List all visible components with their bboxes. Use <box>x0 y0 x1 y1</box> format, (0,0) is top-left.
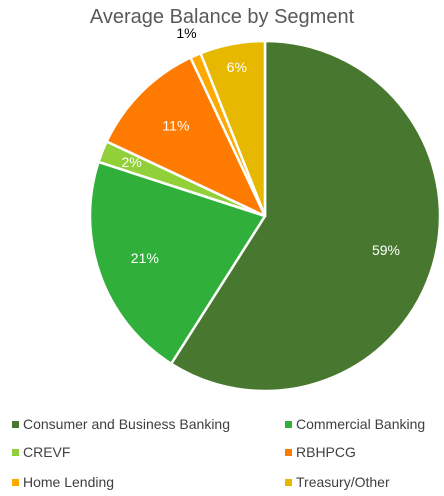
legend-swatch <box>12 448 19 456</box>
pie-chart: 59% 21% 2% 11% 1% 6% <box>88 25 442 393</box>
pie-data-label: 1% <box>176 25 196 41</box>
pie-slice <box>169 39 442 393</box>
chart-legend: Consumer and Business Banking Commercial… <box>0 412 444 496</box>
legend-swatch <box>12 420 19 428</box>
pie-slice <box>199 39 267 218</box>
legend-label: Commercial Banking <box>296 416 426 432</box>
legend-label: RBHPCG <box>296 444 356 460</box>
legend-item-rbhpcg: RBHPCG <box>285 444 356 460</box>
legend-item-commercial-banking: Commercial Banking <box>285 416 425 432</box>
pie-data-label: 11% <box>162 118 189 134</box>
pie-data-labels: 59% 21% 2% 11% 1% 6% <box>121 25 400 266</box>
legend-item-consumer-business-banking: Consumer and Business Banking <box>12 416 230 432</box>
legend-item-home-lending: Home Lending <box>12 474 114 490</box>
legend-swatch <box>285 478 292 486</box>
pie-slice <box>88 160 267 366</box>
legend-label: Treasury/Other <box>296 474 390 490</box>
legend-swatch <box>12 478 19 486</box>
legend-label: CREVF <box>23 444 71 460</box>
pie-data-label: 21% <box>131 250 159 266</box>
legend-swatch <box>285 448 292 456</box>
pie-data-label: 6% <box>227 59 247 75</box>
legend-swatch <box>285 420 292 428</box>
pie-data-label: 2% <box>121 154 141 170</box>
chart-title: Average Balance by Segment <box>89 6 355 28</box>
legend-label: Consumer and Business Banking <box>23 416 231 432</box>
pie-slice <box>105 56 267 218</box>
legend-item-crevf: CREVF <box>12 444 70 460</box>
pie-data-label: 59% <box>372 242 400 258</box>
pie-slices <box>88 39 442 393</box>
legend-item-treasury-other: Treasury/Other <box>285 474 390 490</box>
legend-label: Home Lending <box>23 474 115 490</box>
